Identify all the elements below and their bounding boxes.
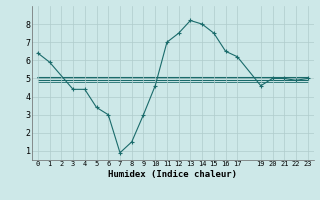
- X-axis label: Humidex (Indice chaleur): Humidex (Indice chaleur): [108, 170, 237, 179]
